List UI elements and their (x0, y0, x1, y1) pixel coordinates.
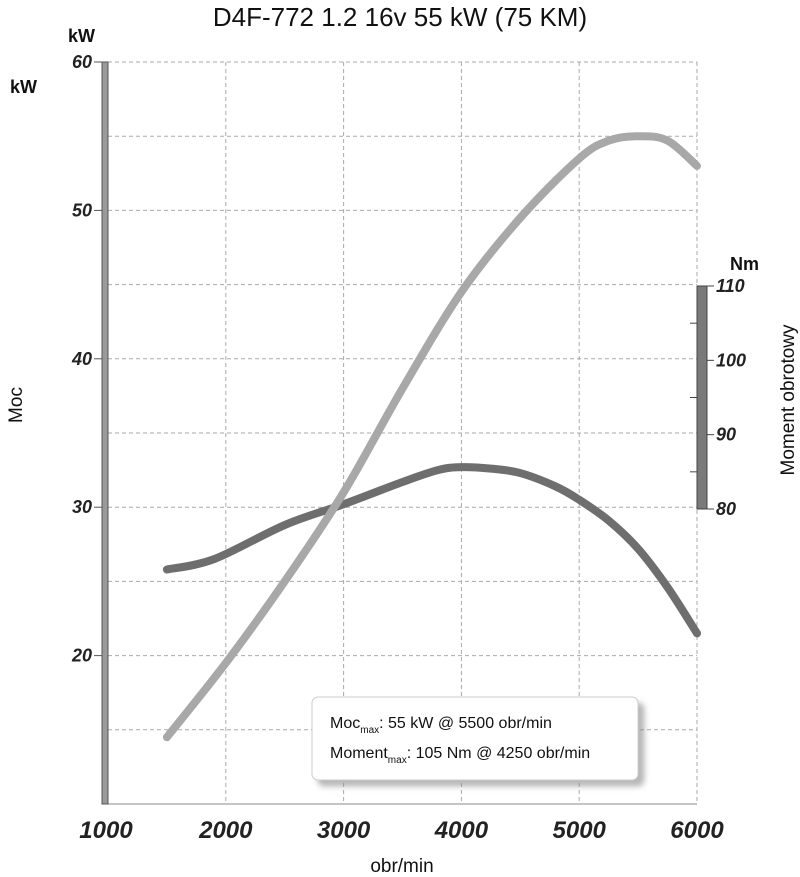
chart-title: D4F-772 1.2 16v 55 kW (75 KM) (213, 2, 587, 32)
right-tick-label: 100 (716, 350, 746, 370)
max-values-annotation: Mocmax: 55 kW @ 5500 obr/min Momentmax: … (311, 696, 639, 781)
left-tick-label: 60 (72, 52, 92, 72)
left-axis-bar (101, 61, 109, 805)
right-axis-ticks: 80 90 100 110 (690, 276, 746, 519)
x-tick-label: 2000 (198, 817, 253, 844)
left-unit-top: kW (68, 26, 95, 46)
annotation-power-value: : 55 kW @ 5500 obr/min (379, 715, 552, 732)
right-axis-title: Moment obrotowy (778, 324, 799, 476)
left-axis-ticks: 20 30 40 50 60 (71, 52, 102, 666)
left-axis-title: Moc (6, 387, 27, 423)
right-unit: Nm (730, 254, 759, 274)
x-tick-label: 5000 (553, 817, 607, 844)
annotation-line-power: Mocmax: 55 kW @ 5500 obr/min (330, 715, 552, 736)
annotation-line-torque: Momentmax: 105 Nm @ 4250 obr/min (330, 745, 590, 766)
series-lines (162, 132, 701, 742)
left-tick-label: 40 (71, 349, 92, 369)
annotation-power-sub: max (360, 725, 379, 736)
right-tick-label: 110 (716, 276, 745, 296)
annotation-box (311, 696, 639, 781)
annotation-power-label: Moc (330, 715, 360, 732)
x-axis-title: obr/min (370, 856, 433, 877)
x-tick-label: 4000 (434, 817, 489, 844)
right-tick-label: 90 (716, 425, 736, 445)
right-axis-bar (696, 285, 708, 510)
left-tick-label: 50 (72, 200, 92, 220)
annotation-torque-label: Moment (330, 745, 388, 762)
right-tick-label: 80 (716, 499, 736, 519)
x-tick-label: 6000 (670, 817, 724, 844)
grid-lines (108, 61, 698, 805)
left-unit: kW (10, 77, 37, 97)
x-tick-label: 1000 (79, 817, 133, 844)
x-tick-label: 3000 (317, 817, 371, 844)
left-tick-label: 20 (71, 646, 92, 666)
annotation-torque-sub: max (388, 755, 407, 766)
annotation-torque-value: : 105 Nm @ 4250 obr/min (407, 745, 590, 762)
torque-curve (162, 463, 701, 638)
left-tick-label: 30 (72, 497, 92, 517)
x-axis-ticks: 1000 2000 3000 4000 5000 6000 (79, 817, 724, 844)
power-curve (162, 132, 701, 742)
